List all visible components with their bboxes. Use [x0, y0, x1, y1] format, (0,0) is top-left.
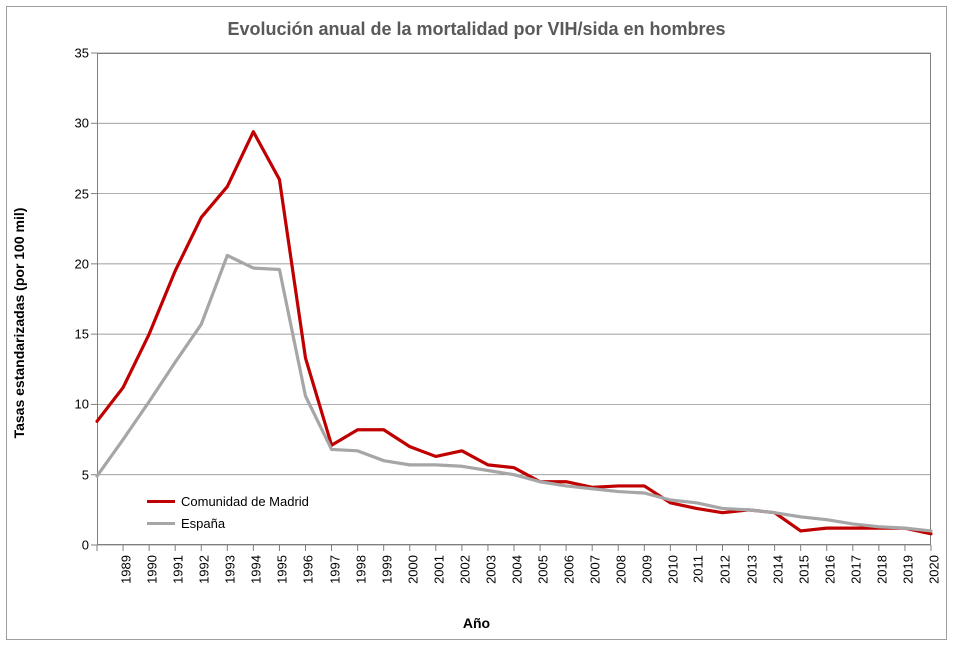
x-tick-label: 2003 — [483, 555, 498, 584]
legend-item: Comunidad de Madrid — [147, 490, 309, 512]
x-tick-label: 2005 — [535, 555, 550, 584]
legend-swatch — [147, 500, 175, 503]
x-tick-label: 1993 — [223, 555, 238, 584]
y-tick-label: 15 — [63, 327, 89, 342]
x-tick-label: 2016 — [822, 555, 837, 584]
x-tick-label: 1990 — [144, 555, 159, 584]
chart-title: Evolución anual de la mortalidad por VIH… — [7, 19, 946, 40]
x-tick-label: 1992 — [197, 555, 212, 584]
x-tick-label: 1995 — [275, 555, 290, 584]
x-tick-label: 2017 — [848, 555, 863, 584]
plot-area — [97, 53, 931, 545]
y-tick-label: 20 — [63, 256, 89, 271]
x-tick-label: 2011 — [691, 555, 706, 583]
x-tick-label: 2014 — [770, 555, 785, 584]
x-axis-label: Año — [7, 615, 946, 631]
x-tick-label: 2012 — [718, 555, 733, 584]
x-tick-label: 2000 — [405, 555, 420, 584]
x-tick-label: 2010 — [666, 555, 681, 584]
x-tick-label: 2018 — [874, 555, 889, 584]
x-tick-label: 2004 — [509, 555, 524, 584]
x-tick-label: 1999 — [379, 555, 394, 584]
x-tick-label: 2002 — [457, 555, 472, 584]
x-tick-label: 2019 — [900, 555, 915, 584]
x-tick-label: 1989 — [118, 555, 133, 584]
legend: Comunidad de Madrid España — [142, 487, 314, 537]
legend-label: Comunidad de Madrid — [181, 494, 309, 509]
x-tick-label: 1991 — [171, 555, 186, 584]
legend-label: España — [181, 516, 225, 531]
x-tick-label: 2013 — [744, 555, 759, 584]
x-tick-label: 2007 — [588, 555, 603, 584]
y-tick-label: 30 — [63, 116, 89, 131]
y-tick-label: 0 — [63, 538, 89, 553]
x-tick-label: 2001 — [431, 555, 446, 584]
x-tick-label: 2020 — [926, 555, 941, 584]
legend-swatch — [147, 522, 175, 525]
chart-frame: Evolución anual de la mortalidad por VIH… — [6, 6, 947, 640]
x-tick-label: 1996 — [301, 555, 316, 584]
y-tick-label: 25 — [63, 186, 89, 201]
x-tick-label: 1994 — [249, 555, 264, 584]
plot-svg — [97, 53, 931, 545]
legend-item: España — [147, 512, 309, 534]
y-tick-label: 35 — [63, 46, 89, 61]
y-tick-label: 5 — [63, 467, 89, 482]
x-tick-label: 2008 — [614, 555, 629, 584]
x-tick-label: 2015 — [796, 555, 811, 584]
y-axis-label: Tasas estandarizadas (por 100 mil) — [11, 208, 27, 439]
x-tick-label: 2006 — [561, 555, 576, 584]
x-tick-label: 1997 — [327, 555, 342, 584]
x-tick-label: 2009 — [640, 555, 655, 584]
x-tick-label: 1998 — [353, 555, 368, 584]
y-tick-label: 10 — [63, 397, 89, 412]
